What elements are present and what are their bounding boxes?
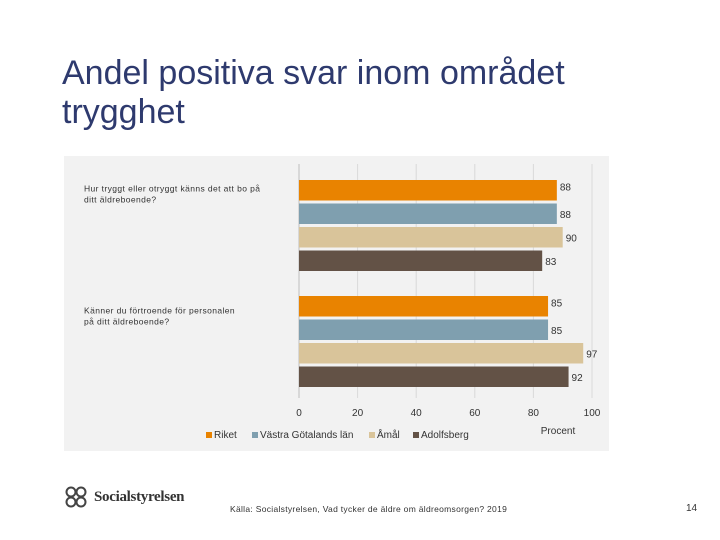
- category-label: ditt äldreboende?: [84, 195, 157, 205]
- x-tick-label: 0: [296, 408, 302, 419]
- data-label: 88: [560, 210, 572, 221]
- data-label: 88: [560, 182, 572, 193]
- x-tick-label: 40: [411, 408, 423, 419]
- data-label: 85: [551, 326, 563, 337]
- legend-label-amal: Åmål: [377, 428, 400, 441]
- data-label: 97: [586, 349, 598, 360]
- source-note: Källa: Socialstyrelsen, Vad tycker de äl…: [230, 504, 508, 514]
- bar-riket-1: [299, 180, 557, 201]
- x-tick-label: 20: [352, 408, 364, 419]
- category-label: Hur tryggt eller otryggt känns det att b…: [84, 184, 260, 194]
- bar-vastra-gotalands-lan-2: [299, 319, 549, 340]
- legend-label-adolfsberg: Adolfsberg: [421, 430, 469, 441]
- legend-swatch-adolfsberg: [413, 432, 419, 438]
- bar-riket-2: [299, 296, 549, 317]
- x-tick-label: 80: [528, 408, 540, 419]
- data-label: 85: [551, 298, 563, 309]
- logo-text: Socialstyrelsen: [94, 488, 185, 505]
- page-number: 14: [686, 503, 698, 514]
- legend-label-vastra-gotalands-lan: Västra Götalands län: [260, 430, 353, 441]
- chart-panel: 88 88 90 83 Hur tryggt eller otryggt känns d…: [64, 156, 609, 451]
- category-label: Känner du förtroende för personalen: [84, 306, 235, 316]
- bar-adolfsberg-1: [299, 250, 543, 271]
- data-label: 90: [566, 233, 578, 244]
- socialstyrelsen-logo: Socialstyrelsen: [64, 486, 185, 508]
- legend-swatch-vastra-gotalands-lan: [252, 432, 258, 438]
- data-label: 92: [572, 373, 584, 384]
- legend-swatch-riket: [206, 432, 212, 438]
- category-label: på ditt äldreboende?: [84, 317, 170, 327]
- page-title: Andel positiva svar inom området trygghe…: [62, 54, 565, 131]
- x-tick-label: 100: [584, 408, 601, 419]
- legend-label-riket: Riket: [214, 430, 237, 441]
- bar-amal-2: [299, 343, 584, 364]
- x-axis-label: Procent: [541, 426, 576, 437]
- legend-swatch-amal: [369, 432, 375, 438]
- data-label: 83: [545, 257, 557, 268]
- bar-vastra-gotalands-lan-1: [299, 203, 557, 224]
- bar-amal-1: [299, 227, 563, 248]
- logo-icon: [65, 486, 87, 508]
- bar-adolfsberg-2: [299, 366, 569, 387]
- bar-chart: 88 88 90 83 Hur tryggt eller otryggt känns d…: [84, 164, 601, 441]
- x-tick-label: 60: [469, 408, 481, 419]
